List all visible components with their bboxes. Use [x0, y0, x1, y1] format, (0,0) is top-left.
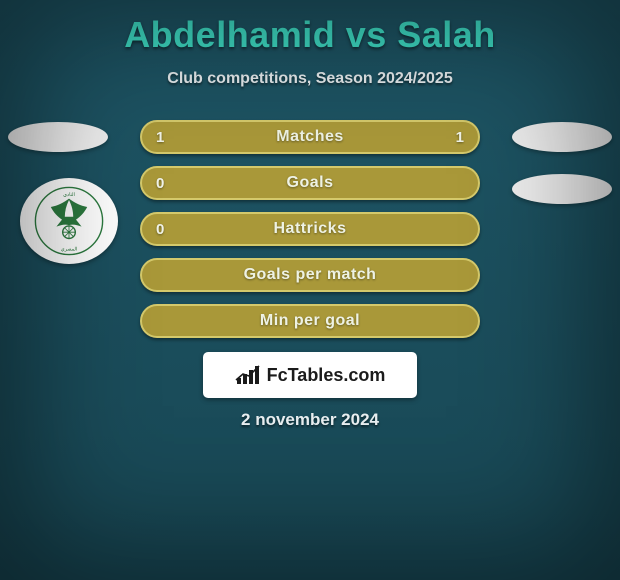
stat-label: Goals per match: [244, 266, 377, 284]
subtitle: Club competitions, Season 2024/2025: [0, 70, 620, 88]
bar-chart-icon: [235, 364, 261, 386]
stat-label: Min per goal: [260, 312, 360, 330]
date-text: 2 november 2024: [0, 410, 620, 430]
svg-text:النادي: النادي: [63, 192, 75, 198]
stat-row-min-per-goal: Min per goal: [140, 304, 480, 338]
player-left-placeholder: [8, 122, 108, 152]
stat-label: Matches: [276, 128, 344, 146]
club-badge: النادي المصري: [20, 178, 118, 264]
stat-row-hattricks: 0 Hattricks: [140, 212, 480, 246]
stat-row-goals: 0 Goals: [140, 166, 480, 200]
player-right-placeholder-1: [512, 122, 612, 152]
stat-label: Hattricks: [274, 220, 347, 238]
stat-left-value: 1: [156, 129, 164, 146]
stat-left-value: 0: [156, 175, 164, 192]
svg-text:المصري: المصري: [61, 246, 77, 252]
page-title: Abdelhamid vs Salah: [0, 0, 620, 56]
stat-left-value: 0: [156, 221, 164, 238]
stat-row-matches: 1 Matches 1: [140, 120, 480, 154]
stat-rows: 1 Matches 1 0 Goals 0 Hattricks Goals pe…: [140, 120, 480, 350]
brand-text: FcTables.com: [267, 365, 386, 386]
brand-box[interactable]: FcTables.com: [203, 352, 417, 398]
eagle-icon: النادي المصري: [34, 186, 104, 256]
stat-label: Goals: [287, 174, 334, 192]
player-right-placeholder-2: [512, 174, 612, 204]
stat-row-goals-per-match: Goals per match: [140, 258, 480, 292]
stat-right-value: 1: [456, 129, 464, 146]
